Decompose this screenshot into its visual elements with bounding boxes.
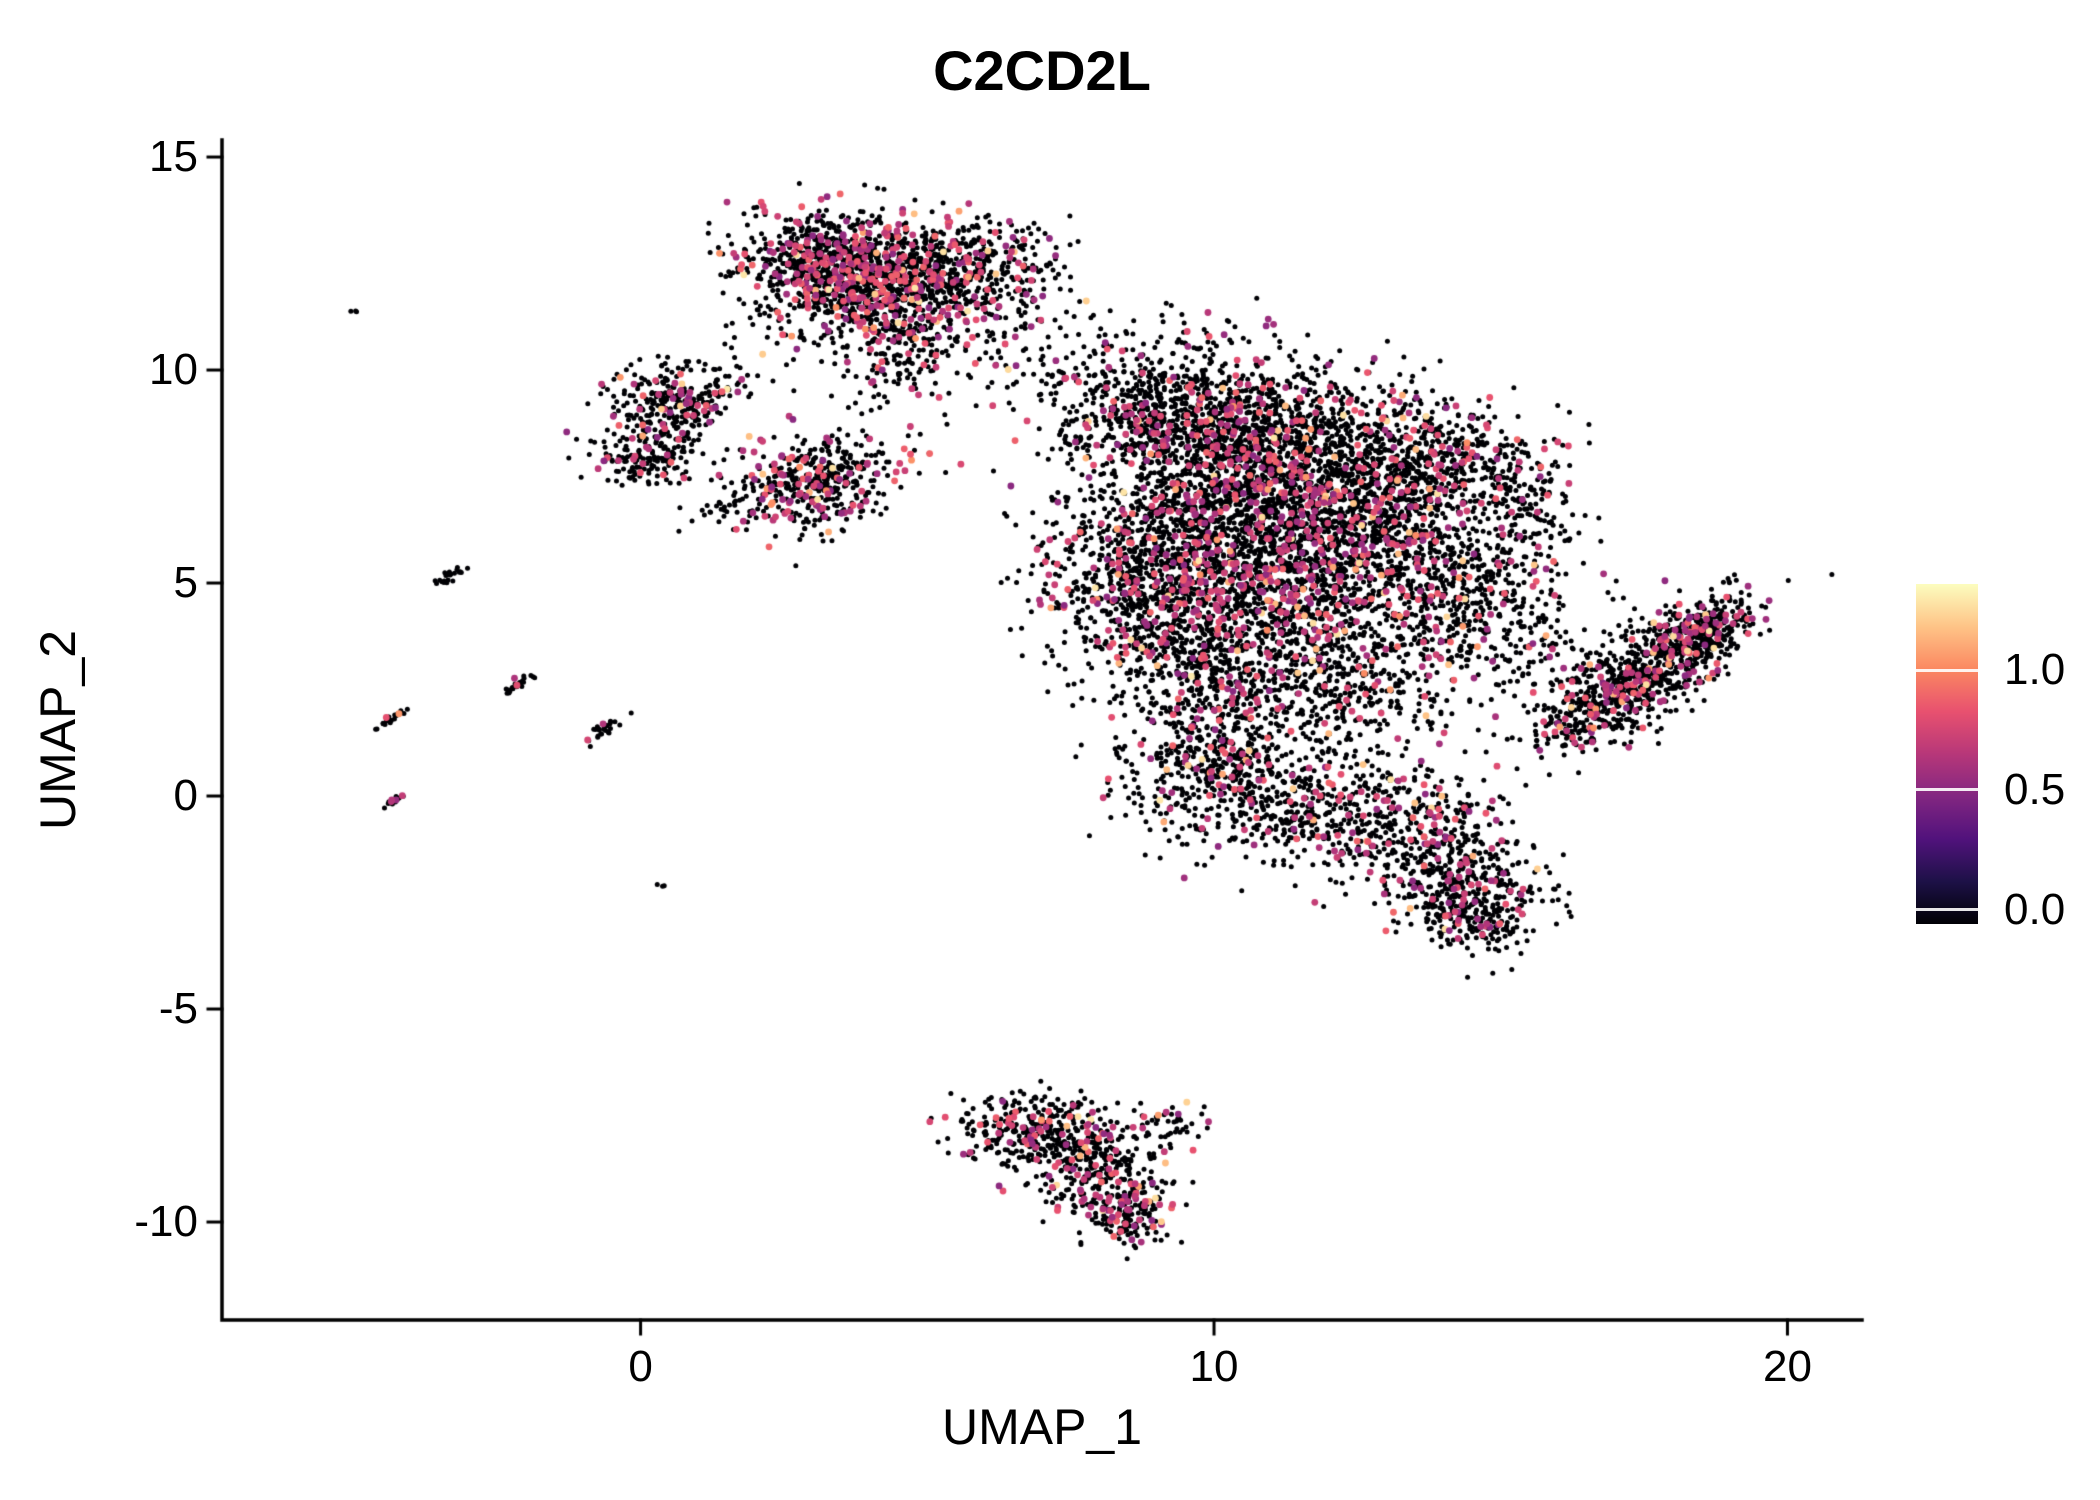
y-axis-label: UMAP_2 [30,629,86,831]
x-tick-label: 0 [628,1342,653,1391]
colorbar-tick-label: 0.5 [2004,764,2066,814]
y-tick-label: -10 [134,1197,198,1247]
colorbar-tick-label: 0.0 [2004,884,2066,934]
y-tick-label: 15 [149,132,198,182]
colorbar-tick-line [1916,668,1978,672]
x-axis-label: UMAP_1 [941,1399,1143,1455]
x-tick-label: 20 [1762,1342,1812,1391]
colorbar-gradient [1916,584,1978,924]
x-tick-label: 10 [1189,1342,1239,1391]
colorbar-tick-line [1916,908,1978,912]
colorbar-tick-line [1916,788,1978,792]
y-tick-label: 5 [173,558,198,608]
y-tick-label: -5 [158,984,198,1034]
chart-title: C2CD2L [933,39,1151,102]
y-tick-label: 0 [173,771,198,821]
colorbar-tick-label: 1.0 [2004,645,2066,695]
colorbar [1916,584,1978,924]
y-tick-label: 10 [149,345,198,395]
